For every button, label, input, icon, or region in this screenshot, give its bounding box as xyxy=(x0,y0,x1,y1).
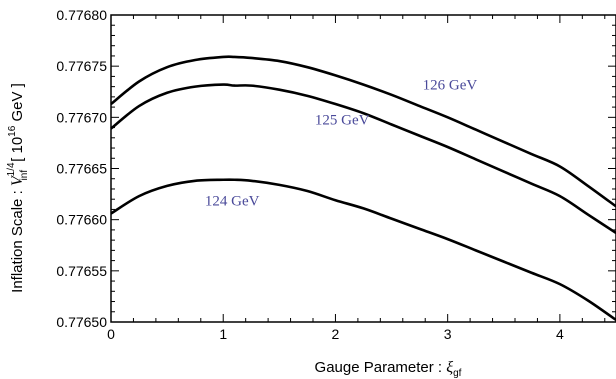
series-label-126-gev: 126 GeV xyxy=(423,78,478,94)
x-tick-label: 0 xyxy=(107,326,115,342)
series-lines xyxy=(110,55,616,322)
x-tick-label: 3 xyxy=(444,326,452,342)
series-label-125-gev: 125 GeV xyxy=(315,112,370,128)
y-tick-label: 0.77655 xyxy=(56,263,107,279)
y-tick-label: 0.77680 xyxy=(56,7,107,23)
series-line-125-gev xyxy=(110,83,616,235)
y-tick-label: 0.77675 xyxy=(56,58,107,74)
y-tick-labels: 0.77650 0.77655 0.77660 0.77665 0.77670 0.776… xyxy=(56,7,107,330)
x-tick-labels: 0 1 2 3 4 xyxy=(107,326,564,342)
x-tick-label: 4 xyxy=(556,326,564,342)
series-annotations: 126 GeV 125 GeV 124 GeV xyxy=(205,78,477,210)
y-tick-label: 0.77650 xyxy=(56,314,107,330)
series-line-124-gev xyxy=(110,178,616,322)
x-tick-label: 2 xyxy=(332,326,340,342)
y-tick-label: 0.77670 xyxy=(56,109,107,125)
y-tick-label: 0.77665 xyxy=(56,161,107,177)
y-axis-title: Inflation Scale : V1/4 inf[ 1016 GeV ] xyxy=(6,83,30,293)
series-label-124-gev: 124 GeV xyxy=(205,193,260,209)
x-tick-label: 1 xyxy=(219,326,227,342)
y-tick-label: 0.77660 xyxy=(56,212,107,228)
x-axis-title: Gauge Parameter : ξgf xyxy=(315,359,462,379)
series-line-126-gev xyxy=(110,55,616,208)
plot-frame xyxy=(110,14,616,323)
